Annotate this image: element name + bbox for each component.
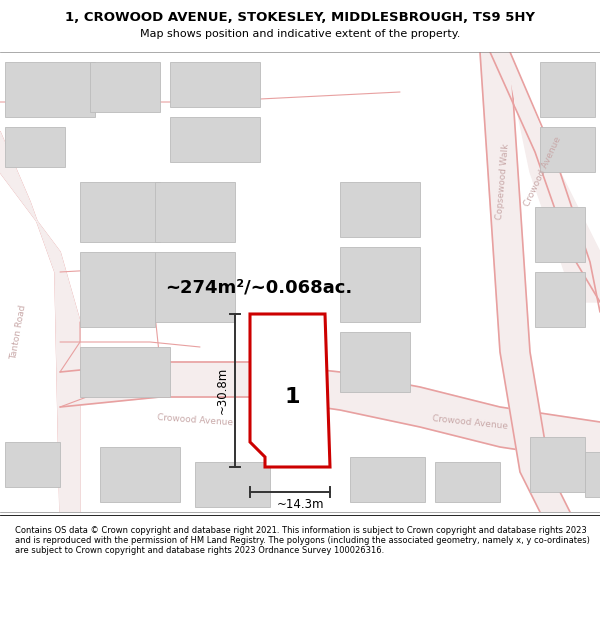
Bar	[340, 332, 410, 392]
Bar	[535, 207, 585, 262]
Bar	[5, 127, 65, 167]
Bar	[535, 272, 585, 327]
Bar	[540, 62, 595, 117]
Bar	[540, 127, 595, 172]
Polygon shape	[0, 132, 80, 512]
Bar	[80, 252, 155, 327]
Polygon shape	[250, 314, 330, 467]
Text: Tanton Road: Tanton Road	[9, 304, 27, 360]
Polygon shape	[490, 52, 600, 302]
Bar	[90, 62, 160, 112]
Bar	[435, 462, 500, 502]
Text: Crowood Avenue: Crowood Avenue	[157, 413, 233, 427]
Text: ~30.8m: ~30.8m	[215, 367, 229, 414]
Polygon shape	[480, 52, 570, 512]
Text: 1, CROWOOD AVENUE, STOKESLEY, MIDDLESBROUGH, TS9 5HY: 1, CROWOOD AVENUE, STOKESLEY, MIDDLESBRO…	[65, 11, 535, 24]
Bar	[530, 437, 585, 492]
Bar	[80, 347, 170, 397]
Text: Copsewood Walk: Copsewood Walk	[495, 144, 511, 221]
Text: ~14.3m: ~14.3m	[276, 498, 324, 511]
Text: ~274m²/~0.068ac.: ~274m²/~0.068ac.	[165, 278, 352, 296]
Bar	[170, 62, 260, 107]
Text: Contains OS data © Crown copyright and database right 2021. This information is : Contains OS data © Crown copyright and d…	[15, 526, 590, 556]
Bar	[585, 452, 600, 497]
Text: Crowood Avenue: Crowood Avenue	[432, 414, 508, 431]
Bar	[195, 462, 270, 507]
Text: 1: 1	[284, 387, 300, 407]
Bar	[170, 117, 260, 162]
Text: Crowood Avenue: Crowood Avenue	[523, 136, 563, 208]
Bar	[340, 182, 420, 237]
Bar	[5, 442, 60, 487]
Bar	[100, 447, 180, 502]
Bar	[5, 62, 95, 117]
Bar	[350, 457, 425, 502]
Bar	[155, 252, 235, 322]
Bar	[340, 247, 420, 322]
Polygon shape	[60, 362, 600, 462]
Bar	[80, 182, 160, 242]
Text: Map shows position and indicative extent of the property.: Map shows position and indicative extent…	[140, 29, 460, 39]
Bar	[155, 182, 235, 242]
